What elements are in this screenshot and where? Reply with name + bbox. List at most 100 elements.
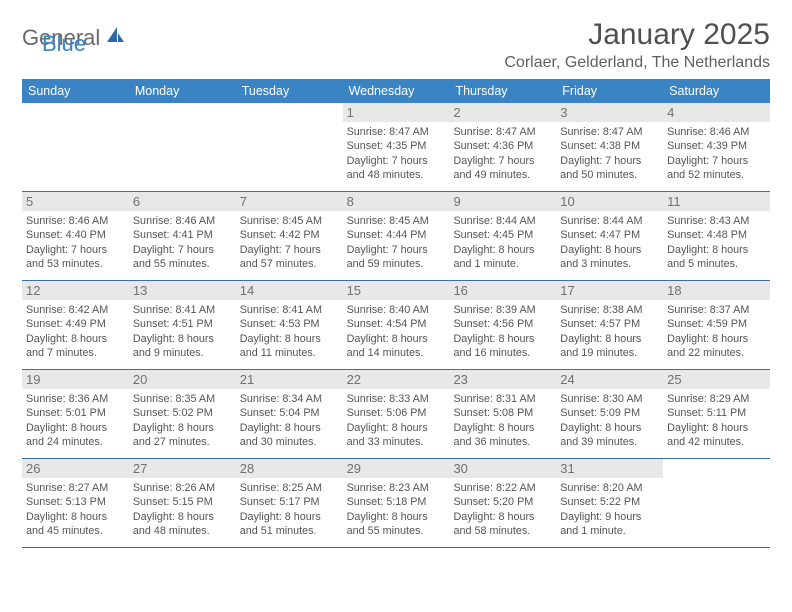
day-detail-line: Daylight: 8 hours bbox=[453, 510, 552, 524]
day-cell: 1Sunrise: 8:47 AMSunset: 4:35 PMDaylight… bbox=[343, 103, 450, 191]
week-row: 1Sunrise: 8:47 AMSunset: 4:35 PMDaylight… bbox=[22, 103, 770, 192]
day-detail-line: Sunrise: 8:40 AM bbox=[347, 303, 446, 317]
day-detail-line: Sunrise: 8:47 AM bbox=[453, 125, 552, 139]
day-number: 27 bbox=[129, 459, 236, 478]
day-details: Sunrise: 8:43 AMSunset: 4:48 PMDaylight:… bbox=[667, 214, 766, 271]
day-detail-line: and 3 minutes. bbox=[560, 257, 659, 271]
week-row: 19 Sunrise: 8:36 AMSunset: 5:01 PM Dayligh… bbox=[22, 370, 770, 459]
day-detail-line: and 14 minutes. bbox=[347, 346, 446, 360]
day-details: Sunrise: 8:23 AMSunset: 5:18 PMDaylight:… bbox=[347, 481, 446, 538]
day-number: 13 bbox=[129, 281, 236, 300]
day-number-empty bbox=[129, 103, 236, 122]
day-detail-line: and 9 minutes. bbox=[133, 346, 232, 360]
brand-blue-wrap: Blue bbox=[42, 31, 790, 57]
day-details: Sunrise: 8:30 AMSunset: 5:09 PMDaylight:… bbox=[560, 392, 659, 449]
day-details: Sunrise: 8:20 AMSunset: 5:22 PMDaylight:… bbox=[560, 481, 659, 538]
day-details: Sunrise: 8:33 AMSunset: 5:06 PMDaylight:… bbox=[347, 392, 446, 449]
day-number: 25 bbox=[663, 370, 770, 389]
day-detail-line: Sunset: 4:45 PM bbox=[453, 228, 552, 242]
day-detail-line: Daylight: 8 hours bbox=[560, 243, 659, 257]
day-cell: 27 Sunrise: 8:26 AMSunset: 5:15 PMDayligh… bbox=[129, 459, 236, 547]
day-detail-line: and 22 minutes. bbox=[667, 346, 766, 360]
day-details: Sunrise: 8:31 AMSunset: 5:08 PMDaylight:… bbox=[453, 392, 552, 449]
day-detail-line: Daylight: 8 hours bbox=[453, 243, 552, 257]
day-number: 4 bbox=[663, 103, 770, 122]
day-detail-line: and 16 minutes. bbox=[453, 346, 552, 360]
day-detail-line: Daylight: 8 hours bbox=[453, 332, 552, 346]
day-detail-line: Daylight: 7 hours bbox=[26, 243, 125, 257]
day-detail-line: Sunset: 5:08 PM bbox=[453, 406, 552, 420]
day-detail-line: Sunrise: 8:42 AM bbox=[26, 303, 125, 317]
day-cell: 12Sunrise: 8:42 AMSunset: 4:49 PMDayligh… bbox=[22, 281, 129, 369]
day-detail-line: Daylight: 7 hours bbox=[240, 243, 339, 257]
day-detail-line: Daylight: 8 hours bbox=[240, 421, 339, 435]
day-number: 1 bbox=[343, 103, 450, 122]
day-detail-line: Daylight: 7 hours bbox=[347, 243, 446, 257]
day-number: 29 bbox=[343, 459, 450, 478]
day-number: 17 bbox=[556, 281, 663, 300]
day-detail-line: Sunset: 5:17 PM bbox=[240, 495, 339, 509]
day-details: Sunrise: 8:45 AMSunset: 4:42 PMDaylight:… bbox=[240, 214, 339, 271]
day-details: Sunrise: 8:44 AMSunset: 4:47 PMDaylight:… bbox=[560, 214, 659, 271]
day-detail-line: Sunset: 4:41 PM bbox=[133, 228, 232, 242]
day-details: Sunrise: 8:29 AMSunset: 5:11 PMDaylight:… bbox=[667, 392, 766, 449]
day-number: 5 bbox=[22, 192, 129, 211]
day-detail-line: and 57 minutes. bbox=[240, 257, 339, 271]
day-cell: 4Sunrise: 8:46 AMSunset: 4:39 PMDaylight… bbox=[663, 103, 770, 191]
day-detail-line: Daylight: 8 hours bbox=[347, 332, 446, 346]
day-number: 28 bbox=[236, 459, 343, 478]
day-number: 31 bbox=[556, 459, 663, 478]
day-cell: 9Sunrise: 8:44 AMSunset: 4:45 PMDaylight… bbox=[449, 192, 556, 280]
day-detail-line: Sunrise: 8:36 AM bbox=[26, 392, 125, 406]
week-row: 12Sunrise: 8:42 AMSunset: 4:49 PMDayligh… bbox=[22, 281, 770, 370]
day-cell: 18Sunrise: 8:37 AMSunset: 4:59 PMDayligh… bbox=[663, 281, 770, 369]
day-detail-line: Sunrise: 8:35 AM bbox=[133, 392, 232, 406]
day-number: 15 bbox=[343, 281, 450, 300]
day-detail-line: Sunset: 4:36 PM bbox=[453, 139, 552, 153]
day-detail-line: and 55 minutes. bbox=[347, 524, 446, 538]
day-cell: 14Sunrise: 8:41 AMSunset: 4:53 PMDayligh… bbox=[236, 281, 343, 369]
day-details: Sunrise: 8:22 AMSunset: 5:20 PMDaylight:… bbox=[453, 481, 552, 538]
day-cell: 29 Sunrise: 8:23 AMSunset: 5:18 PMDayligh… bbox=[343, 459, 450, 547]
day-number: 3 bbox=[556, 103, 663, 122]
day-details: Sunrise: 8:26 AMSunset: 5:15 PMDaylight:… bbox=[133, 481, 232, 538]
day-detail-line: and 39 minutes. bbox=[560, 435, 659, 449]
day-cell: 17 Sunrise: 8:38 AMSunset: 4:57 PMDayligh… bbox=[556, 281, 663, 369]
day-detail-line: Sunset: 4:38 PM bbox=[560, 139, 659, 153]
day-detail-line: Sunrise: 8:22 AM bbox=[453, 481, 552, 495]
day-detail-line: Sunset: 4:47 PM bbox=[560, 228, 659, 242]
day-detail-line: Sunrise: 8:29 AM bbox=[667, 392, 766, 406]
day-detail-line: Sunset: 5:04 PM bbox=[240, 406, 339, 420]
day-detail-line: Sunset: 4:57 PM bbox=[560, 317, 659, 331]
day-detail-line: and 52 minutes. bbox=[667, 168, 766, 182]
day-number: 21 bbox=[236, 370, 343, 389]
day-number: 24 bbox=[556, 370, 663, 389]
day-details: Sunrise: 8:41 AMSunset: 4:53 PMDaylight:… bbox=[240, 303, 339, 360]
day-detail-line: Daylight: 8 hours bbox=[26, 332, 125, 346]
day-detail-line: and 30 minutes. bbox=[240, 435, 339, 449]
day-detail-line: Sunrise: 8:45 AM bbox=[240, 214, 339, 228]
day-detail-line: Sunset: 5:01 PM bbox=[26, 406, 125, 420]
dow-saturday: Saturday bbox=[663, 79, 770, 103]
day-detail-line: Sunrise: 8:30 AM bbox=[560, 392, 659, 406]
day-detail-line: and 59 minutes. bbox=[347, 257, 446, 271]
day-detail-line: Daylight: 7 hours bbox=[347, 154, 446, 168]
day-detail-line: Sunrise: 8:38 AM bbox=[560, 303, 659, 317]
day-number: 11 bbox=[663, 192, 770, 211]
dow-tuesday: Tuesday bbox=[236, 79, 343, 103]
day-cell: 31 Sunrise: 8:20 AMSunset: 5:22 PMDayligh… bbox=[556, 459, 663, 547]
dow-thursday: Thursday bbox=[449, 79, 556, 103]
day-detail-line: Daylight: 8 hours bbox=[347, 510, 446, 524]
day-detail-line: Daylight: 7 hours bbox=[667, 154, 766, 168]
day-detail-line: Sunset: 4:56 PM bbox=[453, 317, 552, 331]
day-cell: 15Sunrise: 8:40 AMSunset: 4:54 PMDayligh… bbox=[343, 281, 450, 369]
day-detail-line: and 45 minutes. bbox=[26, 524, 125, 538]
day-cell: 28Sunrise: 8:25 AMSunset: 5:17 PMDayligh… bbox=[236, 459, 343, 547]
day-details: Sunrise: 8:38 AMSunset: 4:57 PMDaylight:… bbox=[560, 303, 659, 360]
day-cell: 5Sunrise: 8:46 AMSunset: 4:40 PMDaylight… bbox=[22, 192, 129, 280]
day-detail-line: and 11 minutes. bbox=[240, 346, 339, 360]
day-detail-line: Sunset: 4:35 PM bbox=[347, 139, 446, 153]
day-number: 19 bbox=[22, 370, 129, 389]
day-cell: 21Sunrise: 8:34 AMSunset: 5:04 PMDayligh… bbox=[236, 370, 343, 458]
day-detail-line: Sunrise: 8:43 AM bbox=[667, 214, 766, 228]
